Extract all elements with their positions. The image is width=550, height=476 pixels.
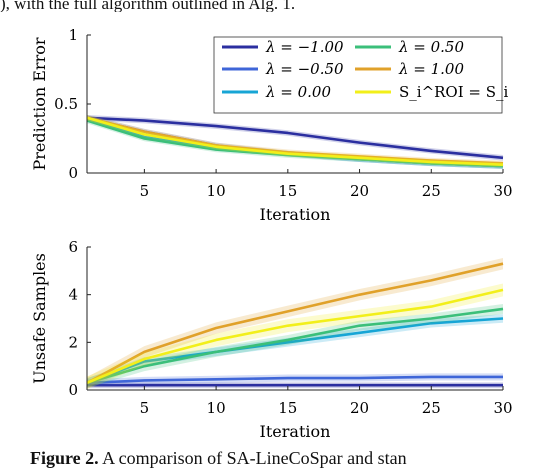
- legend-label-1: λ = −0.50: [265, 60, 344, 78]
- legend-label-3: λ = 0.50: [398, 38, 464, 56]
- y-tick-label: 4: [68, 286, 78, 304]
- y-axis-label: Prediction Error: [30, 37, 49, 170]
- legend-label-5: S_i^ROI = S_i: [399, 83, 509, 101]
- x-tick-label: 10: [207, 182, 226, 200]
- series-4-line: [86, 262, 504, 384]
- legend-label-4: λ = 1.00: [398, 60, 464, 78]
- series-0-line: [86, 116, 504, 160]
- caption-text: A comparison of SA-LineCoSpar and stan: [98, 448, 407, 468]
- y-tick-label: 6: [68, 238, 78, 256]
- series-4-band: [87, 257, 503, 389]
- x-tick-label: 20: [350, 182, 369, 200]
- series-5-line: [86, 116, 504, 167]
- preceding-text-line: ), with the full algorithm outlined in A…: [0, 0, 296, 12]
- y-tick-label: 0.5: [54, 95, 78, 113]
- figure-label: Figure 2.: [30, 448, 99, 468]
- series-3-line: [86, 119, 504, 168]
- x-axis-label: Iteration: [260, 422, 331, 441]
- x-tick-label: 25: [422, 182, 441, 200]
- x-tick-label: 20: [350, 399, 369, 417]
- x-axis-label: Iteration: [260, 205, 331, 224]
- series-5-line: [86, 288, 504, 385]
- x-tick-label: 5: [140, 182, 150, 200]
- y-tick-label: 1: [68, 26, 78, 44]
- y-tick-label: 0: [68, 164, 78, 182]
- legend-label-2: λ = 0.00: [265, 83, 331, 101]
- x-tick-label: 10: [207, 399, 226, 417]
- x-tick-label: 5: [140, 399, 150, 417]
- series-2-line: [86, 317, 504, 385]
- x-tick-label: 30: [493, 399, 512, 417]
- x-tick-label: 25: [422, 399, 441, 417]
- series-4-line: [86, 116, 504, 165]
- x-tick-label: 15: [278, 399, 297, 417]
- legend-box: [213, 36, 503, 114]
- series-3-line: [86, 307, 504, 385]
- x-tick-label: 30: [493, 182, 512, 200]
- figure-caption: Figure 2. A comparison of SA-LineCoSpar …: [30, 448, 550, 469]
- prediction-error-chart: 5 10 15 20 25 30 0 0.5 1 Iteration Prediction Erro…: [30, 26, 513, 224]
- legend-label-0: λ = −1.00: [265, 38, 344, 56]
- legend: λ = −1.00 λ = −0.50 λ = 0.00 λ = 0.50 λ = 1.…: [213, 36, 509, 114]
- y-tick-label: 0: [68, 381, 78, 399]
- series-1-line: [86, 375, 503, 385]
- unsafe-samples-chart: 5 10 15 20 25 30 0 2 4 6 Iteration Unsafe Samples: [30, 238, 513, 441]
- series-3-band: [87, 303, 503, 388]
- series-0-band: [87, 115, 503, 161]
- y-tick-label: 2: [68, 333, 78, 351]
- x-tick-label: 15: [278, 182, 297, 200]
- y-axis-label: Unsafe Samples: [30, 253, 49, 384]
